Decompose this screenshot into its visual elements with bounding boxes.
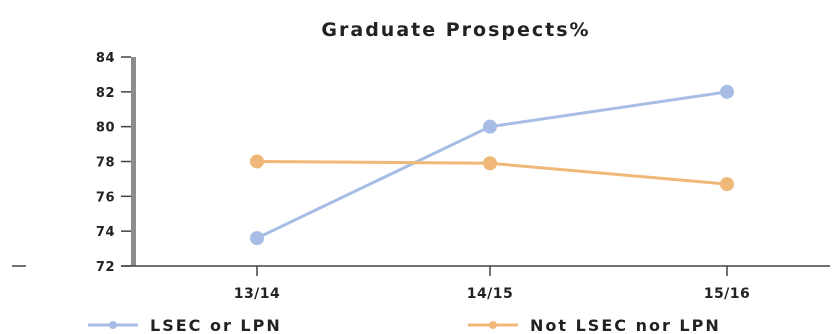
data-point [250,231,264,246]
data-point [250,154,264,169]
chart-title: Graduate Prospects% [321,19,590,41]
y-tick-label: 76 [96,190,115,205]
legend-marker [109,321,117,329]
legend-marker [489,321,497,329]
series-layer [250,84,734,246]
legend: LSEC or LPN Not LSEC nor LPN [88,316,721,334]
y-tick-label: 82 [96,86,115,101]
x-tick-label: 13/14 [234,286,281,302]
y-tick-label: 78 [96,156,115,171]
y-tick-label: 74 [96,225,115,240]
data-point [483,156,497,171]
y-axis-line [131,57,136,266]
legend-label: LSEC or LPN [150,316,282,334]
y-tick-label: 84 [96,51,115,66]
data-point [720,177,734,192]
x-tick-label: 15/16 [704,286,751,302]
x-tick-label: 14/15 [467,286,514,302]
data-point [720,84,734,99]
y-tick-label: 80 [96,121,115,136]
legend-label: Not LSEC nor LPN [530,316,721,334]
data-point [483,119,497,134]
axes: 72 74 76 78 80 82 84 13/14 14/15 15/16 [12,51,830,302]
y-tick-label: 72 [96,260,115,275]
